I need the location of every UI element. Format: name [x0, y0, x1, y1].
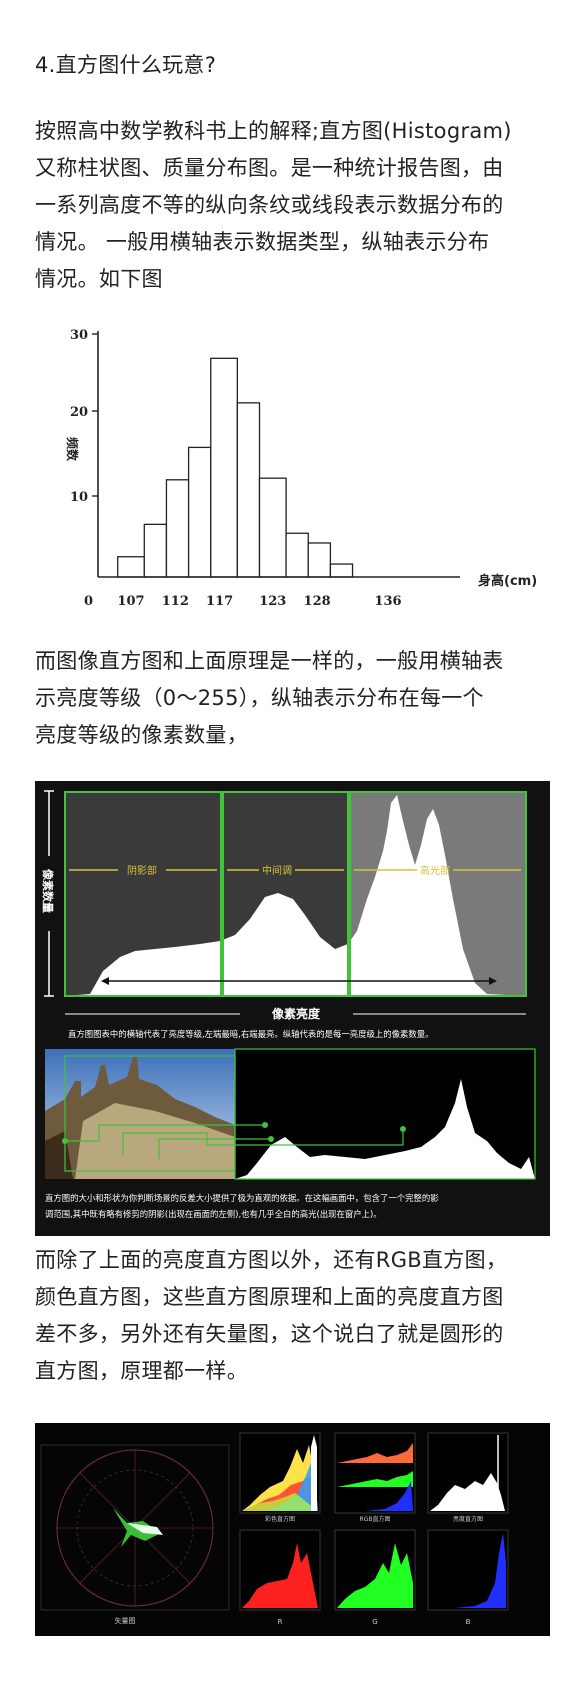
x-tick-label: 112	[162, 594, 189, 609]
y-axis-label: 频数	[65, 437, 80, 462]
paragraph-line: 情况。如下图	[35, 267, 163, 291]
caption-bottom-line: 直方图的大小和形状为你判断场景的反差大小提供了极为直观的依据。在这幅画面中，包含…	[45, 1193, 439, 1203]
green-channel-label: G	[372, 1618, 377, 1626]
x-tick-label: 107	[117, 594, 144, 609]
x-tick-label: 136	[374, 594, 401, 609]
y-tick-label: 10	[70, 490, 88, 505]
histogram-bar	[165, 479, 190, 578]
blue-channel-label: B	[466, 1618, 471, 1626]
histogram-bar	[210, 357, 238, 578]
green-channel-panel	[334, 1529, 416, 1611]
histogram-frame	[64, 791, 527, 997]
brightness-axis-label: 像素亮度	[272, 1006, 321, 1021]
height-histogram-figure: 30 20 10 频数 0 107 112 117 123 128 136 身高(cm)	[20, 315, 560, 615]
photo-histogram-area	[235, 1079, 535, 1179]
paragraph-line: 又称柱状图、质量分布图。是一种统计报告图，由	[35, 156, 504, 180]
paragraph-line: 差不多，另外还有矢量图，这个说白了就是圆形的	[35, 1322, 504, 1346]
luminance-histogram-panel	[427, 1432, 509, 1514]
paragraph-line: 直方图，原理都一样。	[35, 1359, 248, 1383]
paragraph-line: 示亮度等级（0～255），纵轴表示分布在每一个	[35, 686, 484, 710]
paragraph-line: 情况。 一般用横轴表示数据类型，纵轴表示分布	[35, 230, 490, 254]
paragraph-line: 而图像直方图和上面原理是一样的，一般用横轴表	[35, 649, 504, 673]
image-histogram-paragraph: 而图像直方图和上面原理是一样的，一般用横轴表 示亮度等级（0～255），纵轴表示…	[35, 643, 550, 754]
histogram-bar	[307, 542, 332, 578]
histogram-bar	[329, 563, 354, 578]
histogram-bar	[236, 402, 261, 578]
histogram-bar	[143, 523, 168, 578]
caption-bottom-line: 调范围,其中既有略有修剪的阴影(出现在画面的左侧),也有几乎全白的高光(出现在窗…	[45, 1209, 382, 1219]
luminance-histogram-label: 亮度直方图	[453, 1515, 483, 1523]
height-histogram-chart: 30 20 10 频数 0 107 112 117 123 128 136 身高(cm)	[65, 328, 537, 609]
x-axis-label: 身高(cm)	[478, 573, 537, 589]
shadow-zone-label: 阴影部	[127, 864, 157, 877]
histogram-types-illustration: 矢量图 彩色直方图 RGB直方图 亮度直方图 R	[35, 1423, 550, 1636]
paragraph-line: 而除了上面的亮度直方图以外，还有RGB直方图，	[35, 1248, 508, 1272]
x-tick-label: 128	[304, 594, 331, 609]
vectorscope-label: 矢量图	[115, 1616, 136, 1625]
rgb-histogram-panel	[334, 1432, 416, 1514]
histogram-bar	[258, 477, 287, 578]
paragraph-line: 一系列高度不等的纵向条纹或线段表示数据分布的	[35, 193, 504, 217]
histogram-bar	[187, 446, 212, 578]
luminance-histogram-figure: 阴影部 中间调 高光部 像素数量 像素亮度 直方图图表中的横轴代表了亮度等级,左…	[35, 781, 550, 1236]
red-channel-panel	[239, 1529, 321, 1611]
x-tick-label: 117	[206, 594, 233, 609]
color-histogram-panel	[239, 1432, 321, 1514]
intro-paragraph: 按照高中数学教科书上的解释;直方图(Histogram) 又称柱状图、质量分布图…	[35, 113, 550, 298]
section-heading: 4.直方图什么玩意?	[35, 53, 217, 77]
pixel-count-axis-label: 像素数量	[41, 869, 55, 913]
y-tick-label: 20	[70, 405, 88, 420]
histogram-types-figure: 矢量图 彩色直方图 RGB直方图 亮度直方图 R	[35, 1423, 550, 1636]
y-tick-label: 30	[70, 328, 88, 343]
luminance-histogram-illustration: 阴影部 中间调 高光部 像素数量 像素亮度 直方图图表中的横轴代表了亮度等级,左…	[35, 781, 550, 1236]
paragraph-line: 颜色直方图，这些直方图原理和上面的亮度直方图	[35, 1285, 504, 1309]
red-channel-label: R	[278, 1618, 283, 1626]
blue-channel-panel	[427, 1529, 509, 1611]
histogram-bar	[285, 532, 309, 578]
rgb-histogram-label: RGB直方图	[360, 1515, 391, 1523]
histogram-bar	[117, 556, 145, 578]
paragraph-line: 亮度等级的像素数量，	[35, 723, 248, 747]
paragraph-line: 按照高中数学教科书上的解释;直方图(Histogram)	[35, 119, 512, 143]
rgb-histogram-paragraph: 而除了上面的亮度直方图以外，还有RGB直方图， 颜色直方图，这些直方图原理和上面…	[35, 1242, 550, 1390]
x-tick-label: 123	[259, 594, 286, 609]
highlight-zone-label: 高光部	[420, 864, 450, 877]
caption-top: 直方图图表中的横轴代表了亮度等级,左端最暗,右端最亮。纵轴代表的是每一亮度级上的…	[68, 1029, 433, 1039]
luminance-histogram-area	[65, 795, 526, 996]
vectorscope	[40, 1444, 230, 1611]
x-origin-label: 0	[84, 594, 93, 609]
color-histogram-label: 彩色直方图	[265, 1515, 295, 1523]
midtone-zone-label: 中间调	[262, 864, 292, 877]
